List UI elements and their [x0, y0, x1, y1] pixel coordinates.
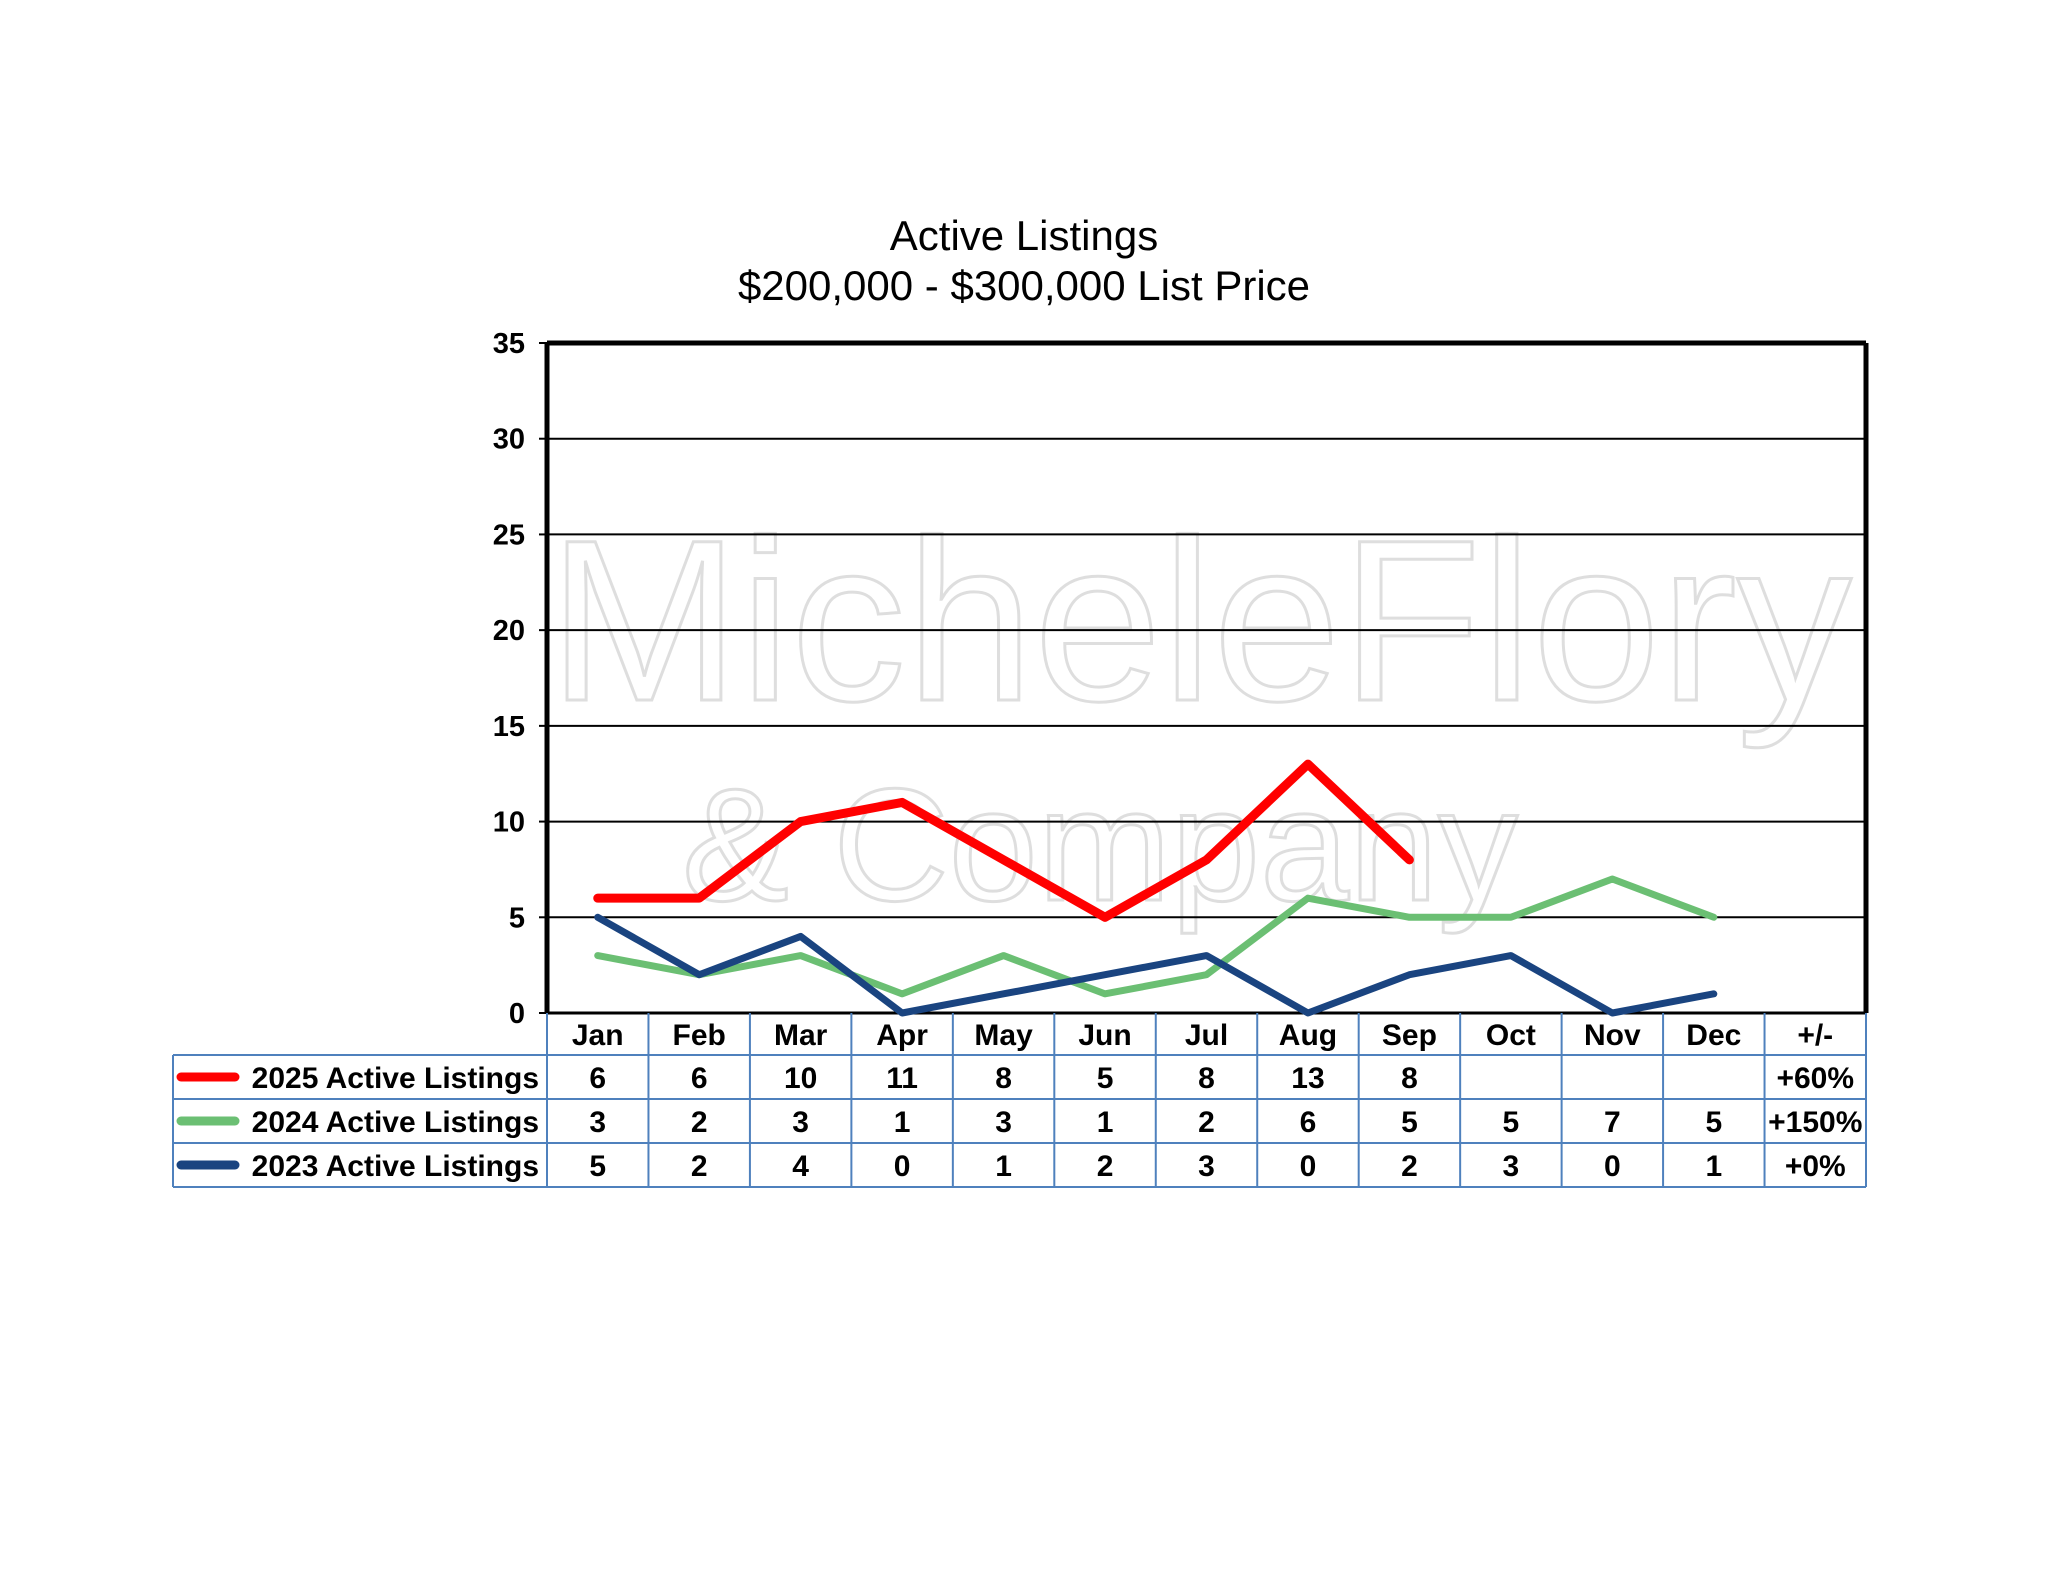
data-label: 8: [1401, 1062, 1418, 1095]
y-tick-label: 10: [493, 807, 525, 839]
x-tick-label: Mar: [774, 1019, 828, 1052]
watermark-text-2: & Company: [682, 755, 1518, 934]
data-label: 6: [691, 1062, 708, 1095]
x-tick-label: Jun: [1078, 1019, 1131, 1052]
data-label: 2: [1198, 1106, 1215, 1139]
data-label: 5: [1401, 1106, 1418, 1139]
data-label: 6: [589, 1062, 606, 1095]
data-label: 2: [691, 1150, 708, 1183]
x-tick-label: Jul: [1185, 1019, 1228, 1052]
data-label: 3: [1198, 1150, 1215, 1183]
data-label: 0: [894, 1150, 911, 1183]
y-tick-label: 30: [493, 424, 525, 456]
y-tick-label: 15: [493, 711, 525, 743]
chart-subtitle: $200,000 - $300,000 List Price: [737, 262, 1311, 309]
chart-title: Active Listings: [889, 212, 1159, 259]
data-label: 2: [1401, 1150, 1418, 1183]
data-label: 1: [995, 1150, 1012, 1183]
series-line-2023: [594, 913, 1718, 1017]
x-tick-label: Jan: [572, 1019, 624, 1052]
change-label: +60%: [1776, 1062, 1854, 1095]
y-tick-label: 35: [493, 328, 525, 360]
data-label: 0: [1300, 1150, 1317, 1183]
data-label: 2: [691, 1106, 708, 1139]
data-label: 5: [1503, 1106, 1520, 1139]
data-label: 8: [995, 1062, 1012, 1095]
data-label: 5: [589, 1150, 606, 1183]
x-tick-label: Sep: [1382, 1019, 1437, 1052]
x-tick-label: Feb: [673, 1019, 726, 1052]
data-label: 3: [792, 1106, 809, 1139]
data-label: 3: [1503, 1150, 1520, 1183]
data-label: 5: [1705, 1106, 1722, 1139]
legend-label: 2023 Active Listings: [252, 1150, 539, 1183]
data-label: 2: [1097, 1150, 1114, 1183]
data-label: 8: [1198, 1062, 1215, 1095]
data-label: 3: [589, 1106, 606, 1139]
watermark-text-1: MicheleFlory: [548, 492, 1852, 749]
series-line-2024: [594, 875, 1718, 998]
change-label: +0%: [1785, 1150, 1846, 1183]
data-label: 11: [886, 1062, 918, 1095]
change-header: +/-: [1797, 1019, 1833, 1052]
series-line-2025: [593, 759, 1414, 922]
change-label: +150%: [1768, 1106, 1862, 1139]
data-label: 10: [784, 1062, 817, 1095]
x-tick-label: May: [974, 1019, 1033, 1052]
legend-label: 2024 Active Listings: [252, 1106, 539, 1139]
data-label: 0: [1604, 1150, 1621, 1183]
data-label: 13: [1291, 1062, 1324, 1095]
data-label: 1: [1705, 1150, 1722, 1183]
data-label: 3: [995, 1106, 1012, 1139]
data-label: 4: [792, 1150, 809, 1183]
x-tick-label: Apr: [876, 1019, 928, 1052]
data-label: 1: [1097, 1106, 1114, 1139]
legend-label: 2025 Active Listings: [252, 1062, 539, 1095]
data-label: 5: [1097, 1062, 1114, 1095]
y-tick-label: 5: [509, 902, 525, 934]
y-tick-label: 0: [509, 998, 525, 1030]
data-label: 1: [894, 1106, 911, 1139]
x-tick-label: Oct: [1486, 1019, 1536, 1052]
data-label: 6: [1300, 1106, 1317, 1139]
data-label: 7: [1604, 1106, 1621, 1139]
x-tick-label: Aug: [1279, 1019, 1337, 1052]
y-tick-label: 20: [493, 615, 525, 647]
y-tick-label: 25: [493, 519, 525, 551]
x-tick-label: Nov: [1584, 1019, 1641, 1052]
x-tick-label: Dec: [1686, 1019, 1741, 1052]
